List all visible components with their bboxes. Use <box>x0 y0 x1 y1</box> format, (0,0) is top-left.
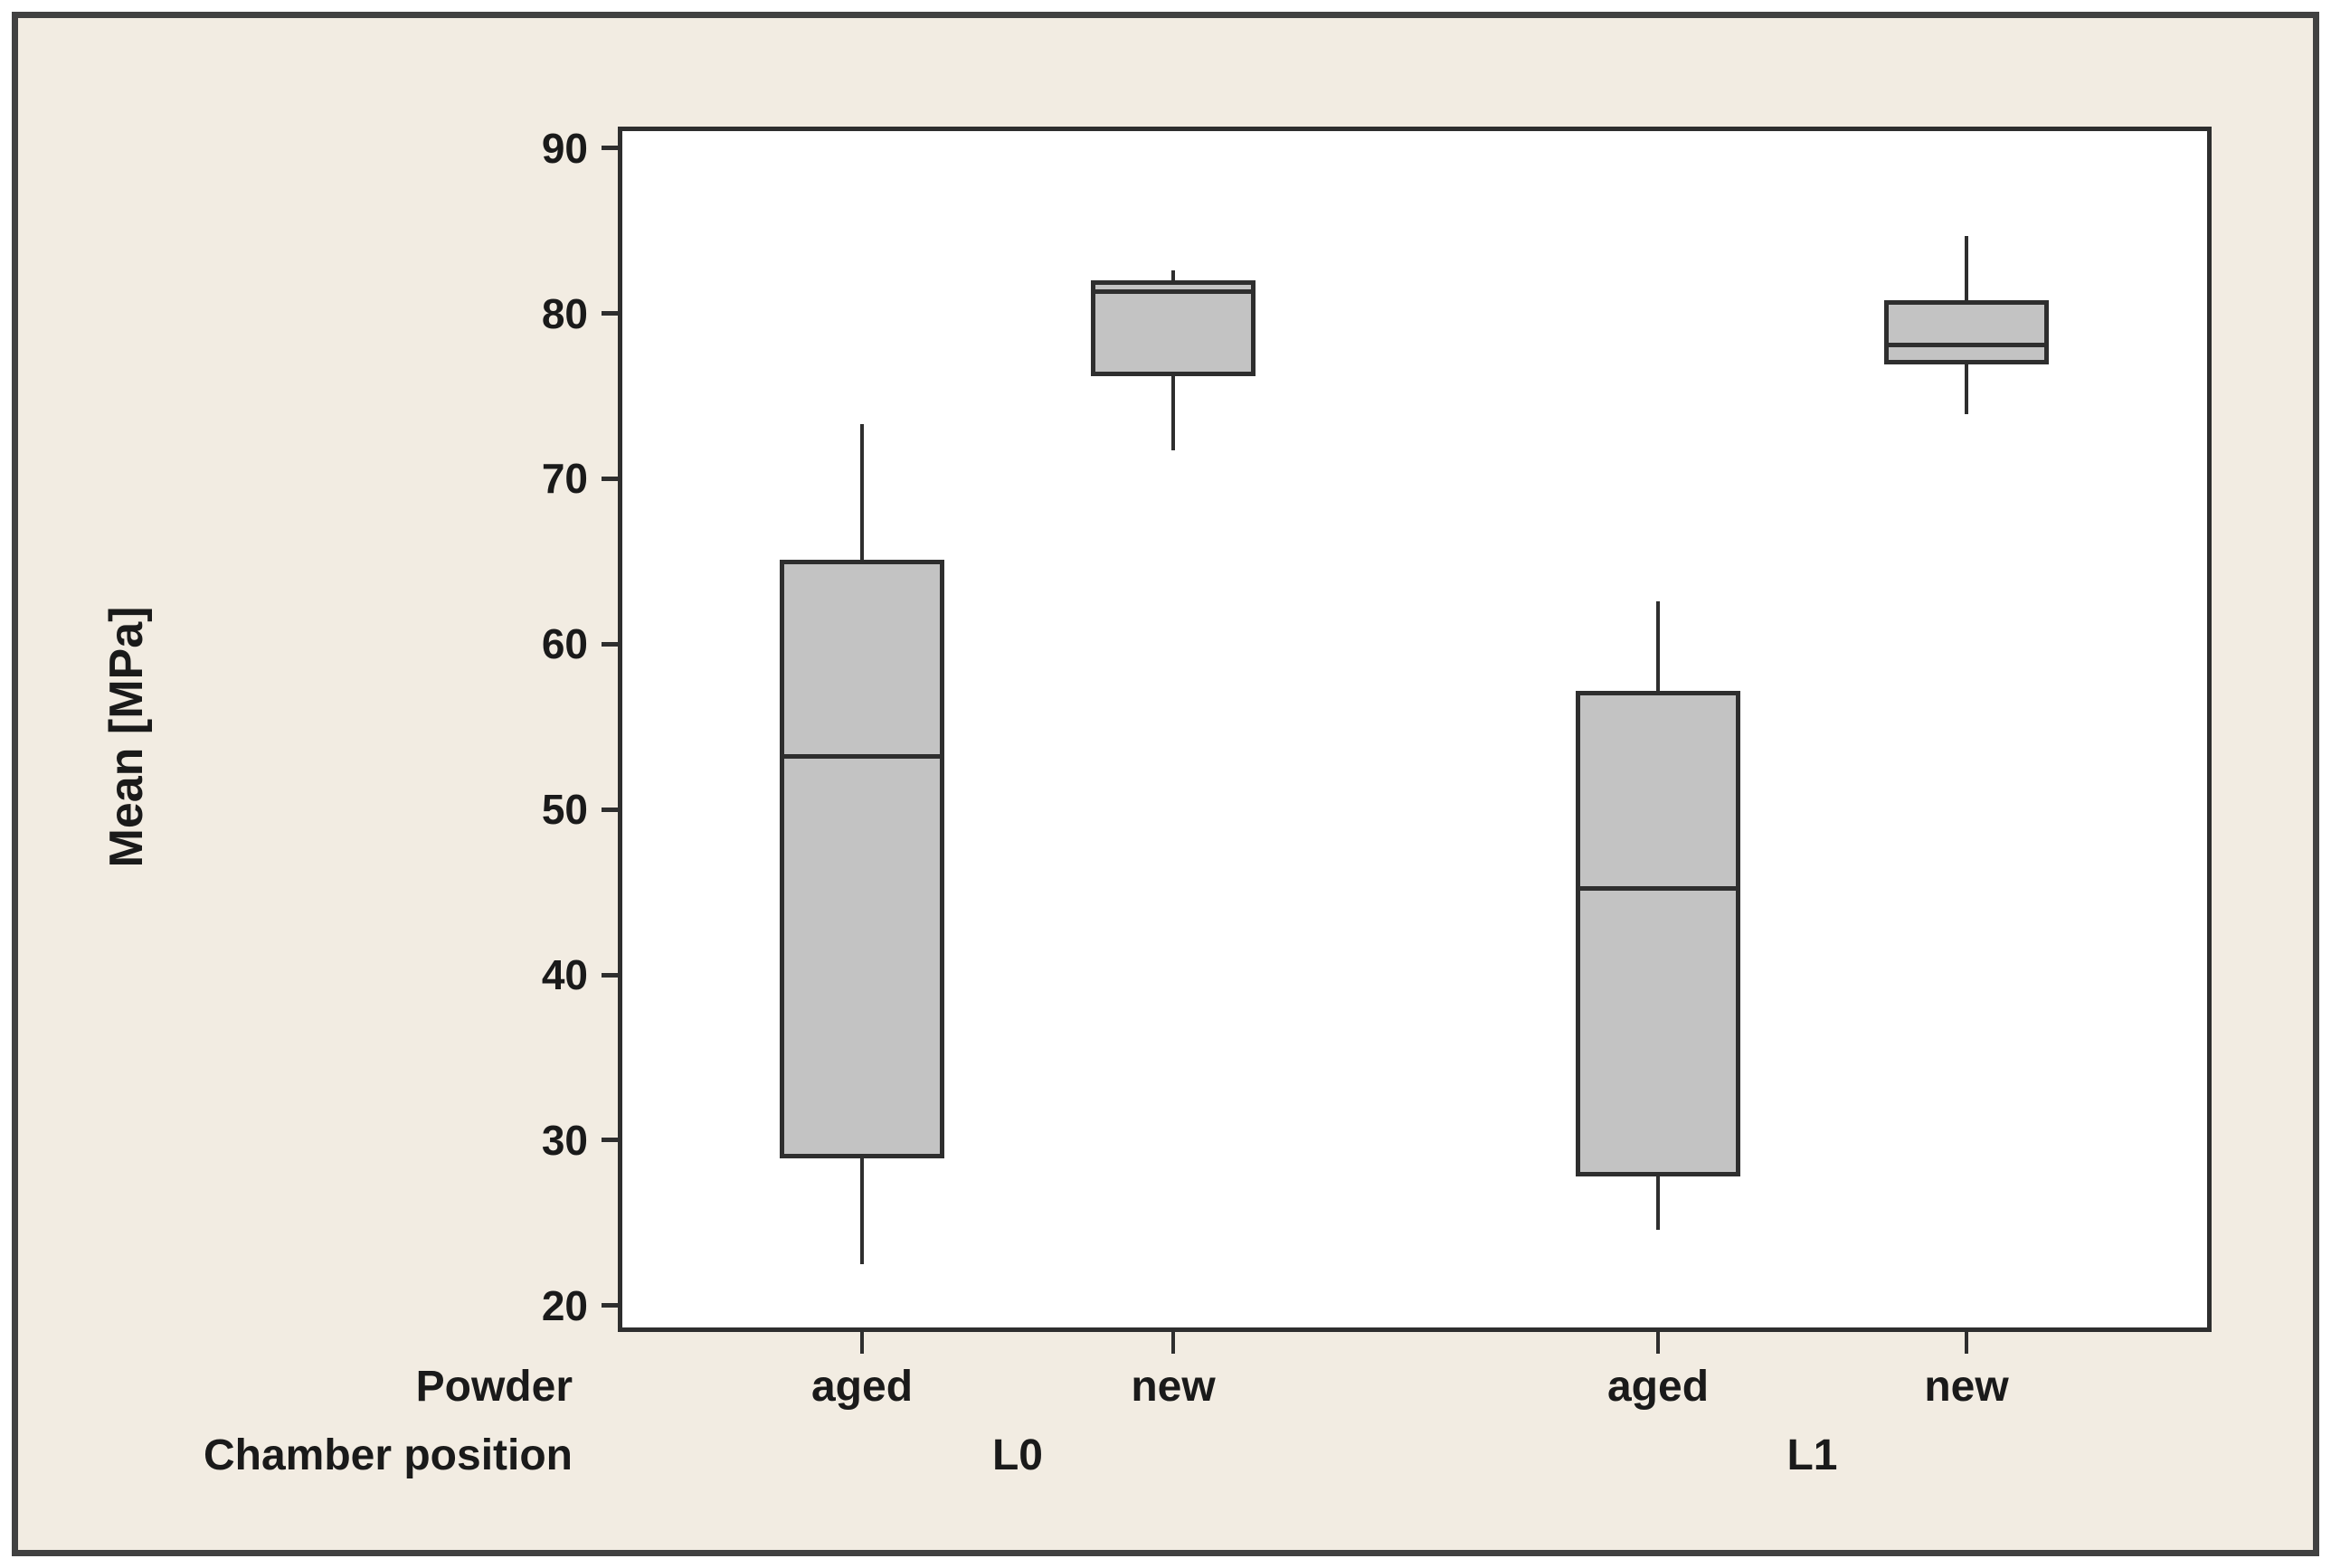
chamber-position-row-header: Chamber position <box>203 1431 573 1479</box>
chamber-position-label: L0 <box>991 1431 1043 1479</box>
upper-whisker <box>1965 235 1968 300</box>
median-line <box>1091 289 1256 295</box>
y-axis-tick <box>602 641 618 647</box>
x-axis-tick <box>1171 1332 1175 1354</box>
y-axis-tick <box>602 146 618 151</box>
y-axis-tick-label: 60 <box>541 620 588 668</box>
y-axis-tick-label: 40 <box>541 951 588 999</box>
median-line <box>1884 342 2049 347</box>
lower-whisker <box>1965 364 1968 415</box>
lower-whisker <box>1171 376 1175 451</box>
x-axis-tick <box>860 1332 864 1354</box>
y-axis-tick <box>602 1138 618 1143</box>
box-aged-L1 <box>1576 690 1740 1177</box>
powder-label: new <box>1131 1363 1216 1411</box>
box-new-L1 <box>1884 299 2049 365</box>
y-axis-tick <box>602 807 618 812</box>
y-axis-tick-label: 90 <box>541 124 588 172</box>
y-axis-tick-label: 70 <box>541 455 588 503</box>
y-axis-tick-label: 20 <box>541 1281 588 1329</box>
powder-label: new <box>1924 1363 2009 1411</box>
y-axis-tick-label: 80 <box>541 289 588 337</box>
powder-row-header: Powder <box>415 1363 573 1411</box>
y-axis-tick <box>602 311 618 316</box>
lower-whisker <box>860 1158 864 1265</box>
powder-label: aged <box>810 1363 914 1411</box>
y-axis-tick-label: 50 <box>541 786 588 834</box>
median-line <box>780 754 944 760</box>
median-line <box>1576 886 1740 892</box>
y-axis-tick <box>602 1303 618 1308</box>
y-axis-tick <box>602 972 618 978</box>
y-axis-title: Mean [MPa] <box>100 606 153 868</box>
upper-whisker <box>1171 270 1175 281</box>
upper-whisker <box>1656 600 1660 691</box>
y-axis-tick-label: 30 <box>541 1116 588 1164</box>
box-new-L0 <box>1091 280 1256 377</box>
y-axis-tick <box>602 476 618 481</box>
x-axis-tick <box>1656 1332 1660 1354</box>
upper-whisker <box>860 424 864 561</box>
x-axis-tick <box>1965 1332 1968 1354</box>
box-aged-L0 <box>780 560 944 1158</box>
lower-whisker <box>1656 1176 1660 1230</box>
chamber-position-label: L1 <box>1786 1431 1838 1479</box>
powder-label: aged <box>1606 1363 1710 1411</box>
